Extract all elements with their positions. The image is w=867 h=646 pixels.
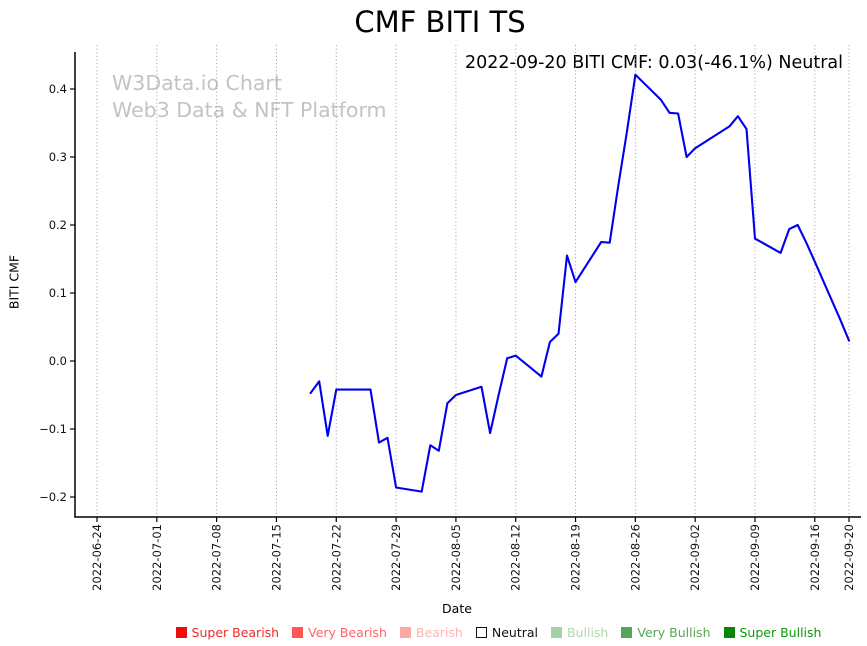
- x-tick-label: 2022-09-20: [842, 524, 856, 591]
- legend-item: Very Bullish: [621, 624, 711, 640]
- legend-item: Very Bearish: [292, 625, 387, 640]
- cmf-line: [309, 73, 851, 493]
- y-tick-label: 0.1: [49, 286, 67, 300]
- y-tick-label: 0.3: [49, 150, 67, 164]
- legend-label: Bullish: [567, 624, 609, 640]
- y-tick-label: −0.1: [39, 422, 67, 436]
- x-tick-label: 2022-07-01: [150, 524, 164, 591]
- y-tick-label: 0.0: [49, 354, 67, 368]
- y-tick-label: 0.4: [49, 82, 67, 96]
- legend-item: Super Bullish: [723, 624, 822, 640]
- x-tick-label: 2022-09-09: [748, 524, 762, 591]
- x-tick-label: 2022-06-24: [90, 524, 104, 591]
- legend-swatch-icon: [399, 626, 411, 638]
- legend-item: Bearish: [399, 624, 463, 640]
- watermark-line-1: W3Data.io Chart: [112, 71, 282, 95]
- legend-label: Super Bearish: [191, 624, 280, 640]
- legend-swatch-icon: [292, 626, 304, 638]
- x-tick-label: 2022-08-05: [449, 524, 463, 591]
- legend-swatch-icon: [723, 626, 735, 638]
- legend-item: Neutral: [475, 624, 538, 640]
- legend-swatch-icon: [621, 626, 633, 638]
- chart-title: CMF BITI TS: [354, 5, 526, 39]
- x-tick-label: 2022-09-16: [808, 524, 822, 591]
- x-tick-label: 2022-09-02: [688, 524, 702, 591]
- x-tick-label: 2022-08-26: [628, 524, 642, 591]
- legend-swatch-icon: [475, 626, 487, 638]
- y-tick-label: −0.2: [39, 490, 67, 504]
- legend-swatch-icon: [175, 626, 187, 638]
- x-tick-label: 2022-07-22: [329, 524, 343, 591]
- x-axis-label: Date: [442, 601, 472, 616]
- legend-label: Very Bearish: [308, 624, 387, 640]
- x-tick-label: 2022-07-15: [269, 524, 283, 591]
- x-tick-label: 2022-07-08: [210, 524, 224, 591]
- legend-label: Super Bullish: [739, 624, 822, 640]
- legend-label: Very Bullish: [637, 624, 711, 640]
- legend-item: Bullish: [551, 625, 608, 640]
- legend-item: Super Bearish: [175, 624, 280, 640]
- watermark-line-2: Web3 Data & NFT Platform: [112, 98, 387, 122]
- legend-label: Bearish: [415, 624, 463, 640]
- legend: Super Bearish Very Bearish Bearish Neutral B…: [130, 622, 867, 642]
- x-tick-label: 2022-07-29: [389, 524, 403, 591]
- y-tick-label: 0.2: [49, 218, 67, 232]
- legend-label: Neutral: [491, 624, 538, 640]
- x-tick-label: 2022-08-19: [569, 524, 583, 591]
- watermark: W3Data.io Chart Web3 Data & NFT Platform: [112, 70, 386, 124]
- x-tick-label: 2022-08-12: [509, 524, 523, 591]
- annotation-label: 2022-09-20 BITI CMF: 0.03(-46.1%) Neutra…: [464, 53, 843, 73]
- legend-swatch-icon: [551, 626, 562, 638]
